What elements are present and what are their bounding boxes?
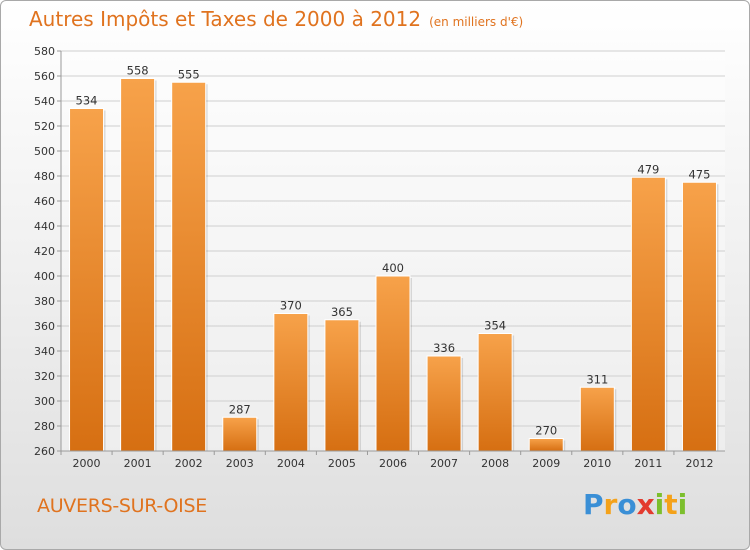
x-tick-label: 2009 [532, 457, 560, 470]
bar-2002 [171, 81, 207, 452]
x-axis-ticks: 2000 2001 2002 2003 2004 2005 2006 2007 2008 2009… [60, 451, 713, 470]
data-label: 311 [586, 372, 608, 386]
bar-2007 [426, 355, 462, 452]
data-labels: 534 558 555 287 370 365 400 336 354 270 311 479 475 [76, 64, 711, 438]
y-tick-label: 420 [34, 245, 55, 258]
data-label: 475 [688, 167, 710, 181]
logo-letter: P [583, 488, 604, 521]
data-label: 336 [433, 341, 455, 355]
x-tick-label: 2008 [481, 457, 509, 470]
x-tick-label: 2003 [226, 457, 254, 470]
x-tick-label: 2012 [685, 457, 713, 470]
y-tick-label: 500 [34, 145, 55, 158]
data-label: 534 [76, 94, 98, 108]
y-tick-label: 400 [34, 270, 55, 283]
bars [69, 78, 719, 452]
logo-letter: o [617, 488, 637, 521]
data-label: 270 [535, 424, 557, 438]
y-tick-label: 360 [34, 320, 55, 333]
y-tick-label: 560 [34, 70, 55, 83]
data-label: 479 [637, 162, 659, 176]
x-tick-label: 2002 [175, 457, 203, 470]
y-tick-label: 340 [34, 345, 55, 358]
data-label: 287 [229, 402, 251, 416]
y-tick-label: 440 [34, 220, 55, 233]
logo-letter: r [603, 488, 618, 521]
y-tick-label: 380 [34, 295, 55, 308]
bar-2006 [375, 275, 411, 452]
bar-2001 [120, 78, 156, 452]
logo-letter: i [654, 488, 665, 521]
x-tick-label: 2004 [277, 457, 305, 470]
y-tick-label: 520 [34, 120, 55, 133]
logo-letter: x [636, 488, 655, 521]
bar-2011 [630, 176, 666, 452]
bar-2012 [681, 181, 717, 452]
x-tick-label: 2007 [430, 457, 458, 470]
chart-subtitle: (en milliers d'€) [429, 15, 524, 29]
x-tick-label: 2005 [328, 457, 356, 470]
data-label: 558 [127, 64, 149, 78]
bar-2000 [69, 108, 105, 452]
x-tick-label: 2000 [73, 457, 101, 470]
bar-2005 [324, 319, 360, 452]
bar-2004 [273, 313, 309, 452]
logo-letter: i [677, 488, 688, 521]
bar-2010 [579, 386, 615, 452]
y-tick-label: 480 [34, 170, 55, 183]
data-label: 400 [382, 261, 404, 275]
data-label: 555 [178, 67, 200, 81]
bar-2003 [222, 416, 258, 452]
y-tick-label: 460 [34, 195, 55, 208]
x-tick-label: 2011 [634, 457, 662, 470]
y-tick-label: 260 [34, 445, 55, 458]
x-tick-label: 2010 [583, 457, 611, 470]
data-label: 365 [331, 305, 353, 319]
data-label: 354 [484, 319, 506, 333]
y-tick-label: 320 [34, 370, 55, 383]
proxiti-logo[interactable]: Proxiti [583, 488, 687, 521]
commune-name: AUVERS-SUR-OISE [37, 495, 207, 517]
y-tick-label: 580 [34, 45, 55, 58]
bar-2008 [477, 333, 513, 452]
data-label: 370 [280, 299, 302, 313]
y-axis-ticks: 260 280 300 320 340 360 380 400 420 440 460 480 500 5… [34, 45, 61, 458]
y-tick-label: 300 [34, 395, 55, 408]
x-tick-label: 2006 [379, 457, 407, 470]
y-tick-label: 280 [34, 420, 55, 433]
chart-title-text: Autres Impôts et Taxes de 2000 à 2012 [29, 7, 422, 31]
logo-letter: t [664, 488, 678, 521]
y-tick-label: 540 [34, 95, 55, 108]
bar-2009 [528, 438, 564, 452]
x-tick-label: 2001 [124, 457, 152, 470]
chart-title: Autres Impôts et Taxes de 2000 à 2012 (en… [29, 7, 523, 31]
